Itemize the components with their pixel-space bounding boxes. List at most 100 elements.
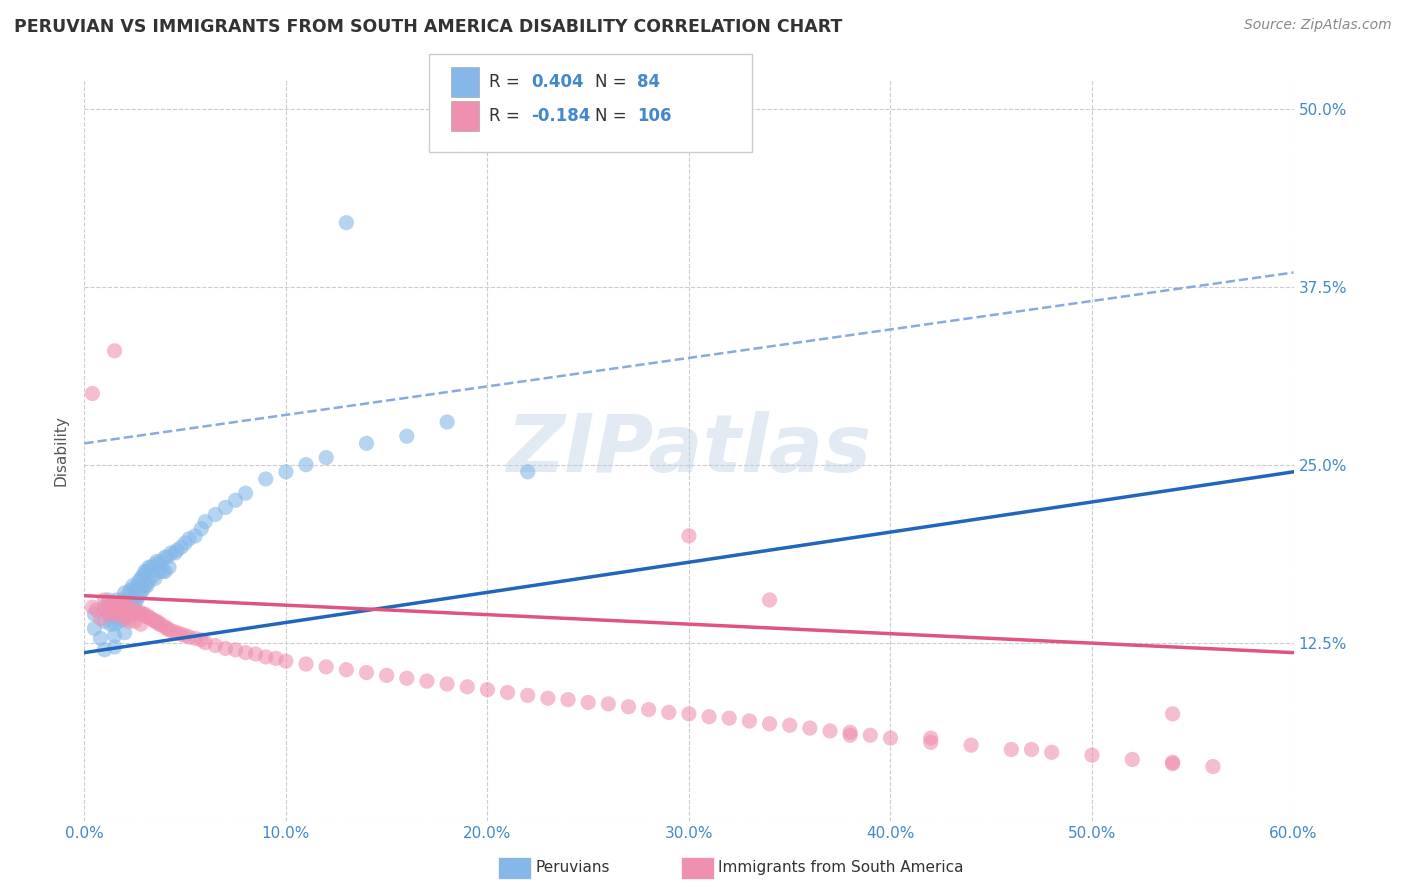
Point [97, 607, 120, 622]
Point [93, 593, 115, 607]
Point [1081, 748, 1104, 763]
Point [839, 728, 862, 742]
Point [100, 603, 122, 617]
Point [107, 615, 129, 629]
Text: 84: 84 [637, 73, 659, 91]
Point [134, 579, 156, 593]
Point [274, 465, 297, 479]
Text: Peruvians: Peruvians [536, 860, 610, 874]
Point [395, 429, 418, 443]
Point [124, 603, 146, 617]
Point [496, 685, 519, 699]
Point [779, 718, 801, 732]
Point [114, 597, 136, 611]
Point [121, 579, 143, 593]
Point [678, 529, 700, 543]
Point [920, 735, 942, 749]
Point [697, 709, 720, 723]
Point [174, 536, 197, 550]
Point [107, 603, 129, 617]
Point [104, 628, 127, 642]
Point [111, 593, 134, 607]
Point [156, 550, 179, 565]
Point [125, 606, 148, 620]
Point [121, 606, 143, 620]
Point [146, 555, 169, 569]
Point [153, 620, 176, 634]
Point [162, 624, 184, 639]
Point [738, 714, 761, 728]
Point [1021, 742, 1043, 756]
Point [920, 731, 942, 745]
Point [235, 646, 257, 660]
Point [537, 691, 560, 706]
Point [115, 600, 138, 615]
Text: 106: 106 [637, 107, 672, 125]
Point [170, 627, 193, 641]
Text: Immigrants from South America: Immigrants from South America [718, 860, 965, 874]
Point [416, 674, 439, 689]
Point [125, 593, 148, 607]
Point [160, 546, 183, 560]
Point [120, 603, 142, 617]
Point [456, 680, 478, 694]
Point [1040, 745, 1063, 759]
Point [436, 415, 458, 429]
Point [617, 699, 640, 714]
Point [89, 632, 111, 646]
Point [83, 622, 105, 636]
Point [335, 663, 357, 677]
Point [598, 697, 620, 711]
Point [170, 541, 193, 555]
Point [214, 641, 236, 656]
Point [295, 458, 318, 472]
Point [118, 586, 141, 600]
Point [115, 611, 138, 625]
Point [118, 603, 141, 617]
Point [1161, 706, 1184, 721]
Point [1121, 752, 1143, 766]
Point [356, 436, 378, 450]
Point [104, 607, 127, 622]
Point [135, 565, 157, 579]
Point [516, 689, 538, 703]
Point [139, 611, 162, 625]
Point [134, 607, 156, 622]
Point [157, 560, 180, 574]
Point [82, 600, 104, 615]
Point [100, 600, 122, 615]
Point [235, 486, 257, 500]
Point [879, 731, 901, 745]
Point [148, 617, 170, 632]
Point [436, 677, 458, 691]
Point [111, 607, 134, 622]
Point [254, 649, 277, 664]
Point [637, 703, 659, 717]
Point [225, 493, 247, 508]
Point [516, 465, 538, 479]
Point [758, 716, 780, 731]
Point [204, 639, 226, 653]
Point [93, 603, 115, 617]
Point [120, 597, 142, 611]
Point [153, 565, 176, 579]
Point [295, 657, 318, 671]
Point [157, 623, 180, 637]
Point [124, 615, 146, 629]
Point [658, 706, 681, 720]
Point [152, 565, 174, 579]
Text: 0.404: 0.404 [531, 73, 583, 91]
Point [477, 682, 499, 697]
Point [104, 597, 127, 611]
Text: PERUVIAN VS IMMIGRANTS FROM SOUTH AMERICA DISABILITY CORRELATION CHART: PERUVIAN VS IMMIGRANTS FROM SOUTH AMERIC… [14, 18, 842, 36]
Point [125, 579, 148, 593]
Point [114, 600, 136, 615]
Point [138, 574, 160, 589]
Point [114, 608, 136, 623]
Point [93, 642, 115, 657]
Point [107, 603, 129, 617]
Point [1000, 742, 1022, 756]
Text: -0.184: -0.184 [531, 107, 591, 125]
Text: R =: R = [489, 107, 526, 125]
Point [194, 515, 217, 529]
